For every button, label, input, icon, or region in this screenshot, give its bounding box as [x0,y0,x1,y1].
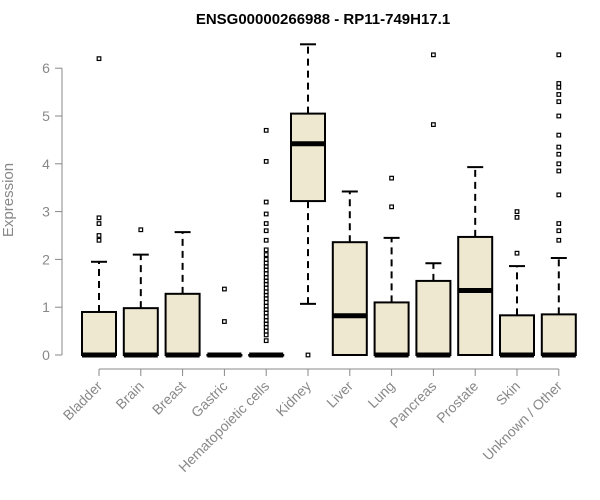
x-tick-label: Liver [323,378,356,411]
box-lung [373,175,410,358]
outlier-point [263,247,269,253]
x-tick-label: Bladder [60,378,106,424]
outlier-point [96,215,102,221]
outlier-point [556,84,562,90]
plot-area [81,43,577,358]
box-iqr [331,241,368,356]
outlier-point [556,151,562,157]
outlier-point [514,209,520,215]
box-prostate [457,166,494,357]
outlier-point [263,338,269,344]
outlier-point [556,113,562,119]
outlier-point [556,144,562,150]
y-tick-label: 2 [42,251,50,267]
outlier-point [263,328,269,334]
x-tick-label: Skin [493,378,524,409]
outlier-point [263,289,269,295]
outlier-point [263,332,269,338]
box-iqr [290,112,326,203]
box-kidney [290,43,326,358]
y-axis: 0 1 2 3 4 5 6 [42,60,63,363]
outlier-point [263,271,269,277]
box-iqr [164,292,201,357]
outlier-point [263,314,269,320]
y-axis-label: Expression [0,163,17,237]
outlier-point [263,257,269,262]
outlier-point [556,237,562,243]
outlier-point [263,252,269,258]
box-gastric [206,286,243,358]
outlier-point [263,285,269,291]
outlier-point [263,260,269,266]
box-bladder [81,56,117,358]
outlier-point [96,56,102,62]
x-tick-label: Unknown / Other [479,378,565,464]
outlier-point [556,228,562,234]
outlier-point [263,159,269,164]
y-tick-label: 1 [42,299,50,315]
outlier-point [263,221,269,226]
box-brain [122,227,159,358]
outlier-point [556,99,562,105]
x-tick-label: Breast [149,378,189,418]
x-tick-label: Prostate [433,378,481,426]
outlier-point [263,303,269,309]
outlier-point [514,214,520,220]
outlier-point [556,52,562,58]
outlier-point [263,318,269,323]
x-tick-label: Brain [112,378,146,412]
outlier-point [556,132,562,138]
outlier-point [222,286,227,292]
outlier-point [431,52,436,58]
box-skin [499,209,535,358]
box-iqr [81,310,117,357]
box-breast [164,231,201,358]
outlier-point [263,237,269,243]
outlier-point [556,81,562,86]
outlier-point [263,127,269,133]
y-tick-label: 4 [42,156,50,172]
x-tick-label: Lung [364,378,397,411]
outlier-point [389,204,394,210]
outlier-point [263,211,269,217]
box-pancreas [415,52,452,358]
y-tick-label: 3 [42,204,50,220]
outlier-point [263,228,269,234]
outlier-point [514,250,520,256]
outlier-point [138,227,144,233]
y-tick-label: 0 [42,347,50,363]
outlier-point [556,192,562,198]
outlier-point [263,275,269,280]
outlier-point [431,122,436,128]
box-iqr [499,314,535,356]
box-iqr [540,313,577,356]
outlier-point [263,300,269,305]
outlier-point [96,233,102,238]
box-iqr [373,301,410,357]
x-tick-label: Kidney [273,378,315,420]
outlier-point [556,221,562,226]
outlier-point [263,199,269,205]
outlier-point [96,221,102,226]
box-hematopoietic-cells [248,127,285,358]
outlier-point [556,92,562,97]
box-unknown-other [540,52,577,358]
box-iqr [122,307,159,357]
outlier-point [222,319,227,324]
chart-title: ENSG00000266988 - RP11-749H17.1 [196,11,450,28]
outlier-point [96,237,102,243]
box-iqr [415,279,452,356]
y-tick-label: 6 [42,60,50,76]
box-liver [331,190,368,356]
box-iqr [457,235,494,357]
outlier-point [305,352,311,358]
outlier-point [556,161,562,167]
outlier-point [556,168,562,174]
y-tick-label: 5 [42,108,50,124]
outlier-point [389,175,394,181]
